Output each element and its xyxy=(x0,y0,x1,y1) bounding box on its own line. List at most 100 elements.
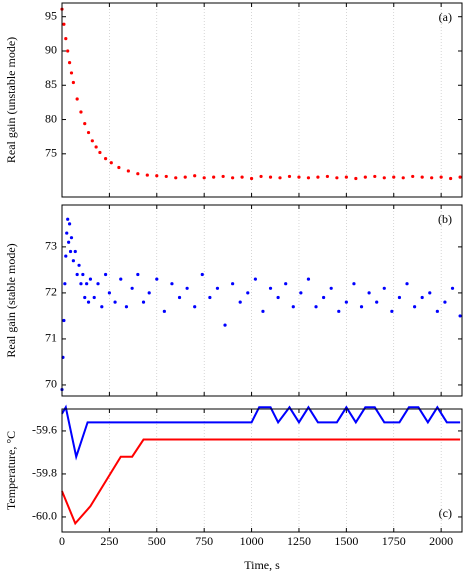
point xyxy=(86,130,91,135)
point xyxy=(246,291,250,295)
point xyxy=(107,291,111,295)
point xyxy=(193,174,197,178)
y-axis-label: Real gain (unstable mode) xyxy=(4,37,18,163)
point xyxy=(221,174,225,179)
y-tick-label: 75 xyxy=(45,146,57,160)
point xyxy=(401,176,405,180)
y-axis-label: Temperature, °C xyxy=(4,431,18,510)
point xyxy=(141,300,146,304)
point xyxy=(223,323,227,327)
point xyxy=(88,277,93,281)
point xyxy=(63,282,67,286)
x-tick-label: 250 xyxy=(100,534,118,548)
panel-label: (b) xyxy=(438,212,452,226)
point xyxy=(183,175,187,179)
point xyxy=(193,305,197,309)
point xyxy=(316,175,320,179)
point xyxy=(430,176,434,180)
point xyxy=(109,161,113,165)
point xyxy=(66,217,70,221)
point xyxy=(458,314,462,318)
point xyxy=(68,249,73,254)
point xyxy=(443,300,447,304)
point xyxy=(77,263,81,267)
point xyxy=(67,222,72,226)
point xyxy=(373,174,377,179)
point xyxy=(231,176,235,180)
panel: 70 71 72 73 Real gain (stable mode) (b) xyxy=(4,204,463,397)
point xyxy=(458,175,462,179)
point xyxy=(420,295,424,300)
point xyxy=(363,175,367,179)
point xyxy=(83,122,87,126)
panel-label: (c) xyxy=(439,506,452,520)
point xyxy=(325,174,330,179)
point xyxy=(62,22,66,26)
x-tick-label: 500 xyxy=(148,534,166,548)
x-tick-label: 750 xyxy=(195,534,213,548)
point xyxy=(405,282,409,286)
y-tick-label: 85 xyxy=(45,77,57,91)
point xyxy=(382,176,386,180)
panel: 0 250 500 750 1000 1250 1500 1750 2000 -59.6 -59.8… xyxy=(4,404,463,572)
point xyxy=(65,231,69,235)
point xyxy=(67,61,72,65)
point xyxy=(145,173,149,177)
point xyxy=(299,291,303,295)
point xyxy=(420,175,424,179)
point xyxy=(75,272,79,277)
point xyxy=(170,282,174,286)
point xyxy=(392,175,396,179)
point xyxy=(428,291,432,295)
point xyxy=(147,291,151,295)
y-tick-label: 90 xyxy=(45,43,57,57)
point xyxy=(126,169,130,173)
point xyxy=(71,259,75,263)
point xyxy=(69,71,74,75)
point xyxy=(240,175,244,179)
x-axis-label: Time, s xyxy=(244,558,280,572)
x-tick-label: 1000 xyxy=(240,534,264,548)
point xyxy=(62,318,66,323)
point xyxy=(411,174,415,179)
point xyxy=(177,295,182,300)
point xyxy=(86,300,91,304)
point xyxy=(284,282,288,286)
line xyxy=(61,438,461,526)
point xyxy=(329,286,333,290)
point xyxy=(212,175,216,179)
point xyxy=(79,110,83,114)
point xyxy=(215,286,220,290)
point xyxy=(375,300,379,304)
panel: 75 80 85 90 95 Real gain (unstable mode) (a) xyxy=(4,2,463,198)
x-tick-label: 2000 xyxy=(429,534,453,548)
point xyxy=(94,145,98,149)
y-axis-label: Real gain (stable mode) xyxy=(4,243,18,357)
point xyxy=(113,300,117,304)
point xyxy=(117,165,121,170)
y-tick-label: 80 xyxy=(45,111,57,125)
point xyxy=(67,240,71,244)
point xyxy=(259,174,263,179)
point xyxy=(136,272,140,277)
point xyxy=(344,300,348,304)
y-tick-label: 73 xyxy=(45,239,57,253)
x-tick-label: 0 xyxy=(59,534,65,548)
panel-label: (a) xyxy=(439,10,452,24)
point xyxy=(337,309,341,313)
point xyxy=(85,282,89,286)
y-tick-label: 70 xyxy=(45,377,57,391)
point xyxy=(81,272,85,277)
point xyxy=(322,295,326,300)
point xyxy=(413,305,417,309)
point xyxy=(449,176,453,181)
point xyxy=(335,176,339,180)
point xyxy=(185,286,189,290)
plot-frame xyxy=(61,408,463,533)
x-tick-label: 1500 xyxy=(334,534,358,548)
x-tick-label: 1750 xyxy=(382,534,406,548)
point xyxy=(164,174,168,179)
point xyxy=(83,295,87,300)
y-tick-label: -59.8 xyxy=(32,466,57,480)
